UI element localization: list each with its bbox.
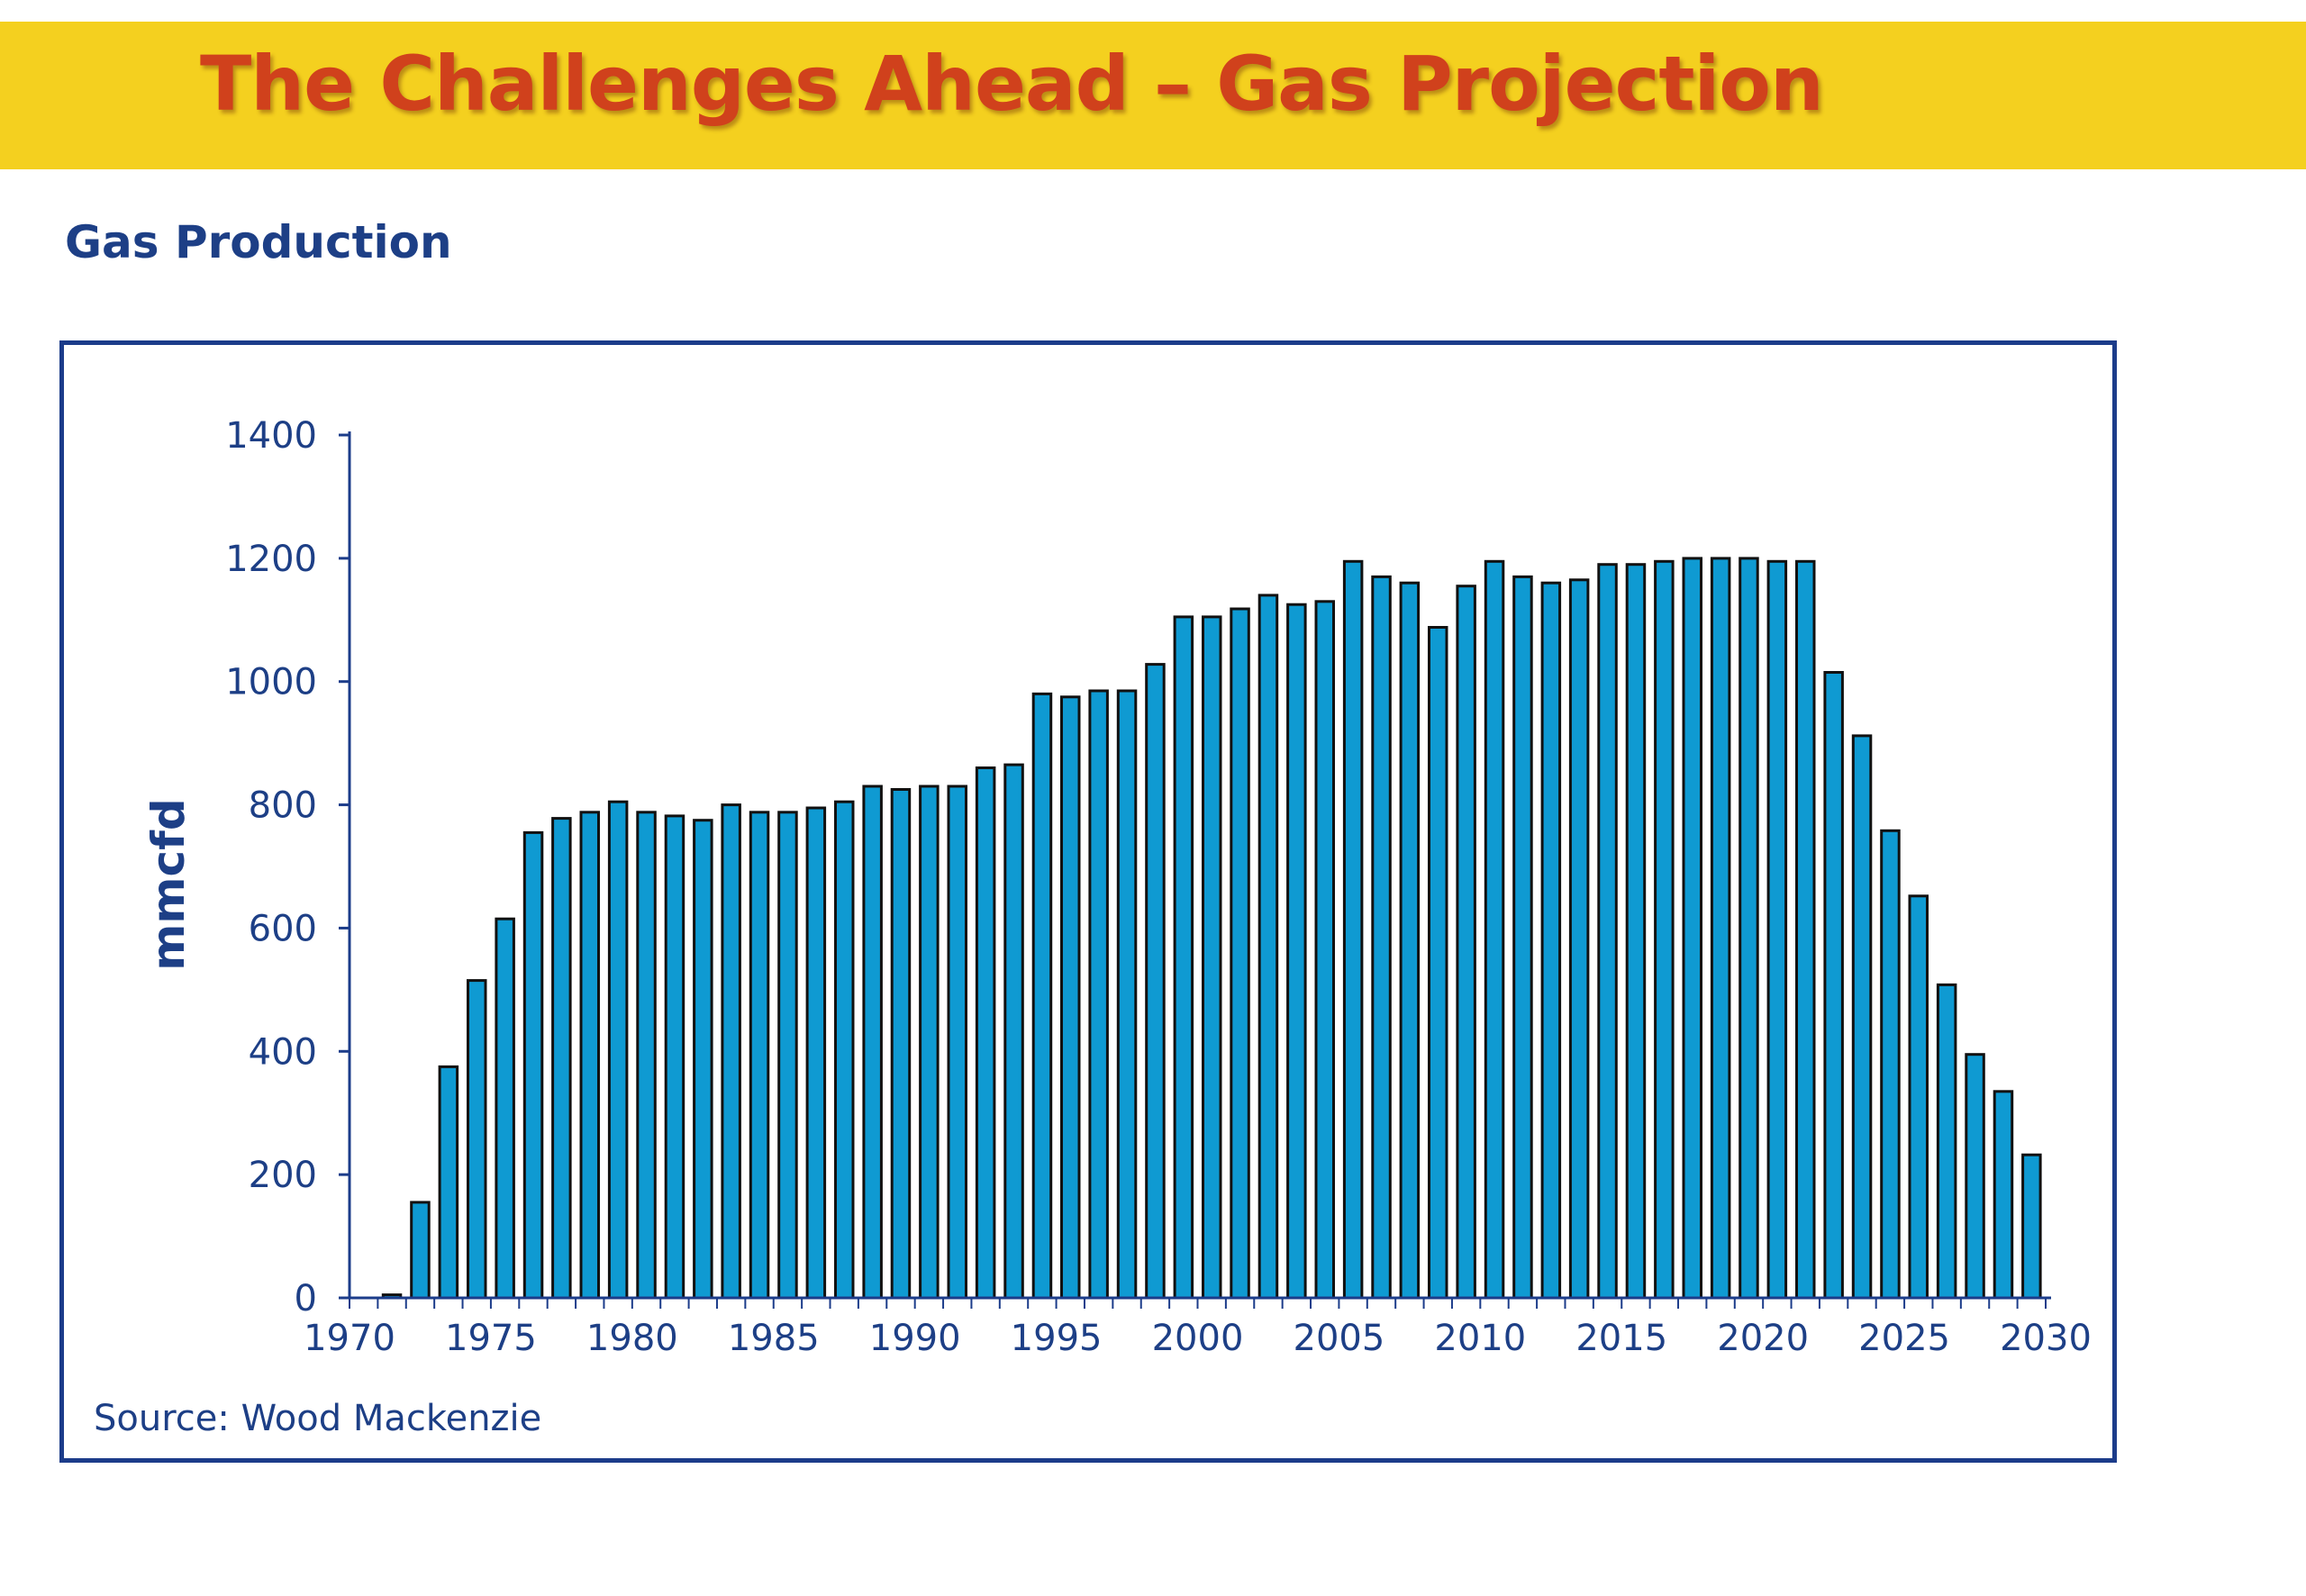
bar-2012: [1512, 575, 1533, 1300]
x-tick-label-1975: 1975: [445, 1318, 537, 1359]
bar-1974: [438, 1065, 459, 1300]
bar-2015: [1597, 563, 1618, 1300]
bar-2009: [1428, 626, 1448, 1300]
bar-chart: 0 200 400 600 800 1000 1200 1400 1970 1975 1980 198…: [142, 415, 2092, 1359]
y-tick-label-1000: 1000: [225, 662, 317, 703]
bar-2027: [1936, 983, 1957, 1300]
bar-1990: [890, 788, 912, 1300]
x-tick-label-2025: 2025: [1858, 1318, 1950, 1359]
bar-2026: [1908, 894, 1929, 1300]
bar-1987: [805, 806, 827, 1300]
chart-frame: 0 200 400 600 800 1000 1200 1400 1970 1975 1980 198…: [59, 340, 2117, 1463]
bar-1985: [749, 811, 770, 1300]
title-banner: [0, 22, 2306, 169]
x-tick-label-1970: 1970: [304, 1318, 395, 1359]
bar-1997: [1088, 689, 1109, 1300]
bar-2029: [1993, 1090, 2014, 1300]
bar-1986: [777, 811, 798, 1300]
bar-1999: [1145, 663, 1166, 1300]
y-tick-label-0: 0: [295, 1278, 317, 1319]
slide-title: The Challenges Ahead – Gas Projection: [200, 40, 1824, 128]
bar-2010: [1456, 585, 1476, 1300]
x-tick-label-2010: 2010: [1434, 1318, 1526, 1359]
x-tick-label-2000: 2000: [1152, 1318, 1244, 1359]
bar-1998: [1116, 689, 1138, 1300]
bar-2017: [1654, 559, 1675, 1300]
bar-2020: [1739, 557, 1759, 1300]
x-tick-label-2020: 2020: [1717, 1318, 1809, 1359]
bar-1978: [551, 817, 572, 1300]
source-note: Source: Wood Mackenzie: [94, 1398, 542, 1439]
x-tick-label-2005: 2005: [1294, 1318, 1385, 1359]
y-tick-label-600: 600: [249, 908, 317, 949]
bar-2004: [1286, 603, 1307, 1300]
bar-1996: [1060, 695, 1081, 1300]
bar-1980: [607, 800, 629, 1300]
bar-1988: [834, 800, 855, 1300]
bar-1991: [919, 784, 940, 1300]
y-tick-label-800: 800: [249, 785, 317, 827]
x-tick-label-1980: 1980: [586, 1318, 678, 1359]
bar-1993: [975, 766, 996, 1300]
bar-1976: [495, 917, 515, 1300]
bar-2022: [1795, 559, 1816, 1300]
bar-2018: [1682, 557, 1702, 1300]
x-tick-label-1995: 1995: [1011, 1318, 1103, 1359]
bar-2025: [1880, 829, 1901, 1300]
bar-2028: [1965, 1053, 1985, 1300]
bar-1982: [664, 814, 685, 1300]
x-tick-label-1985: 1985: [728, 1318, 820, 1359]
bar-2005: [1314, 600, 1335, 1300]
bar-2030: [2021, 1153, 2042, 1300]
bar-1977: [522, 830, 544, 1300]
bar-1989: [862, 784, 883, 1300]
bar-1981: [636, 811, 657, 1300]
bar-2000: [1173, 615, 1194, 1300]
bar-1975: [467, 979, 487, 1300]
bar-2024: [1851, 734, 1873, 1300]
bar-2008: [1399, 581, 1421, 1300]
bar-2006: [1342, 559, 1364, 1300]
y-tick-label-1400: 1400: [225, 415, 317, 457]
bar-2019: [1710, 557, 1731, 1300]
y-axis-title: mmcfd: [142, 798, 195, 970]
y-tick-label-400: 400: [249, 1031, 317, 1073]
bar-1995: [1031, 692, 1053, 1300]
chart-title: Gas Production: [65, 216, 452, 268]
bar-1979: [579, 811, 600, 1300]
bar-1992: [947, 784, 967, 1300]
bar-2011: [1484, 559, 1505, 1300]
bar-2021: [1766, 559, 1788, 1300]
bar-2007: [1371, 575, 1392, 1300]
bar-2014: [1568, 578, 1590, 1300]
y-tick-label-1200: 1200: [225, 539, 317, 580]
bar-1994: [1003, 763, 1024, 1300]
bar-2013: [1540, 581, 1562, 1300]
bar-2003: [1257, 594, 1279, 1300]
bar-2023: [1823, 671, 1844, 1300]
bar-2016: [1625, 563, 1647, 1300]
x-tick-label-2030: 2030: [2000, 1318, 2092, 1359]
bar-1973: [410, 1201, 431, 1300]
y-tick-label-200: 200: [249, 1155, 317, 1196]
bar-1984: [721, 803, 741, 1300]
bar-2001: [1202, 615, 1222, 1300]
bar-2002: [1230, 607, 1250, 1300]
x-tick-label-1990: 1990: [869, 1318, 961, 1359]
bar-1983: [693, 819, 713, 1300]
x-tick-label-2015: 2015: [1575, 1318, 1667, 1359]
